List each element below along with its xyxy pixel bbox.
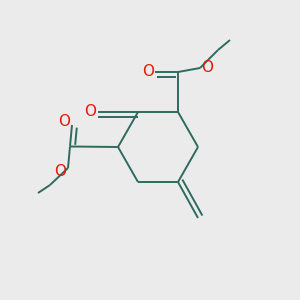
Text: O: O <box>58 113 70 128</box>
Text: O: O <box>84 104 96 119</box>
Text: O: O <box>142 64 154 80</box>
Text: O: O <box>54 164 66 178</box>
Text: O: O <box>201 61 213 76</box>
